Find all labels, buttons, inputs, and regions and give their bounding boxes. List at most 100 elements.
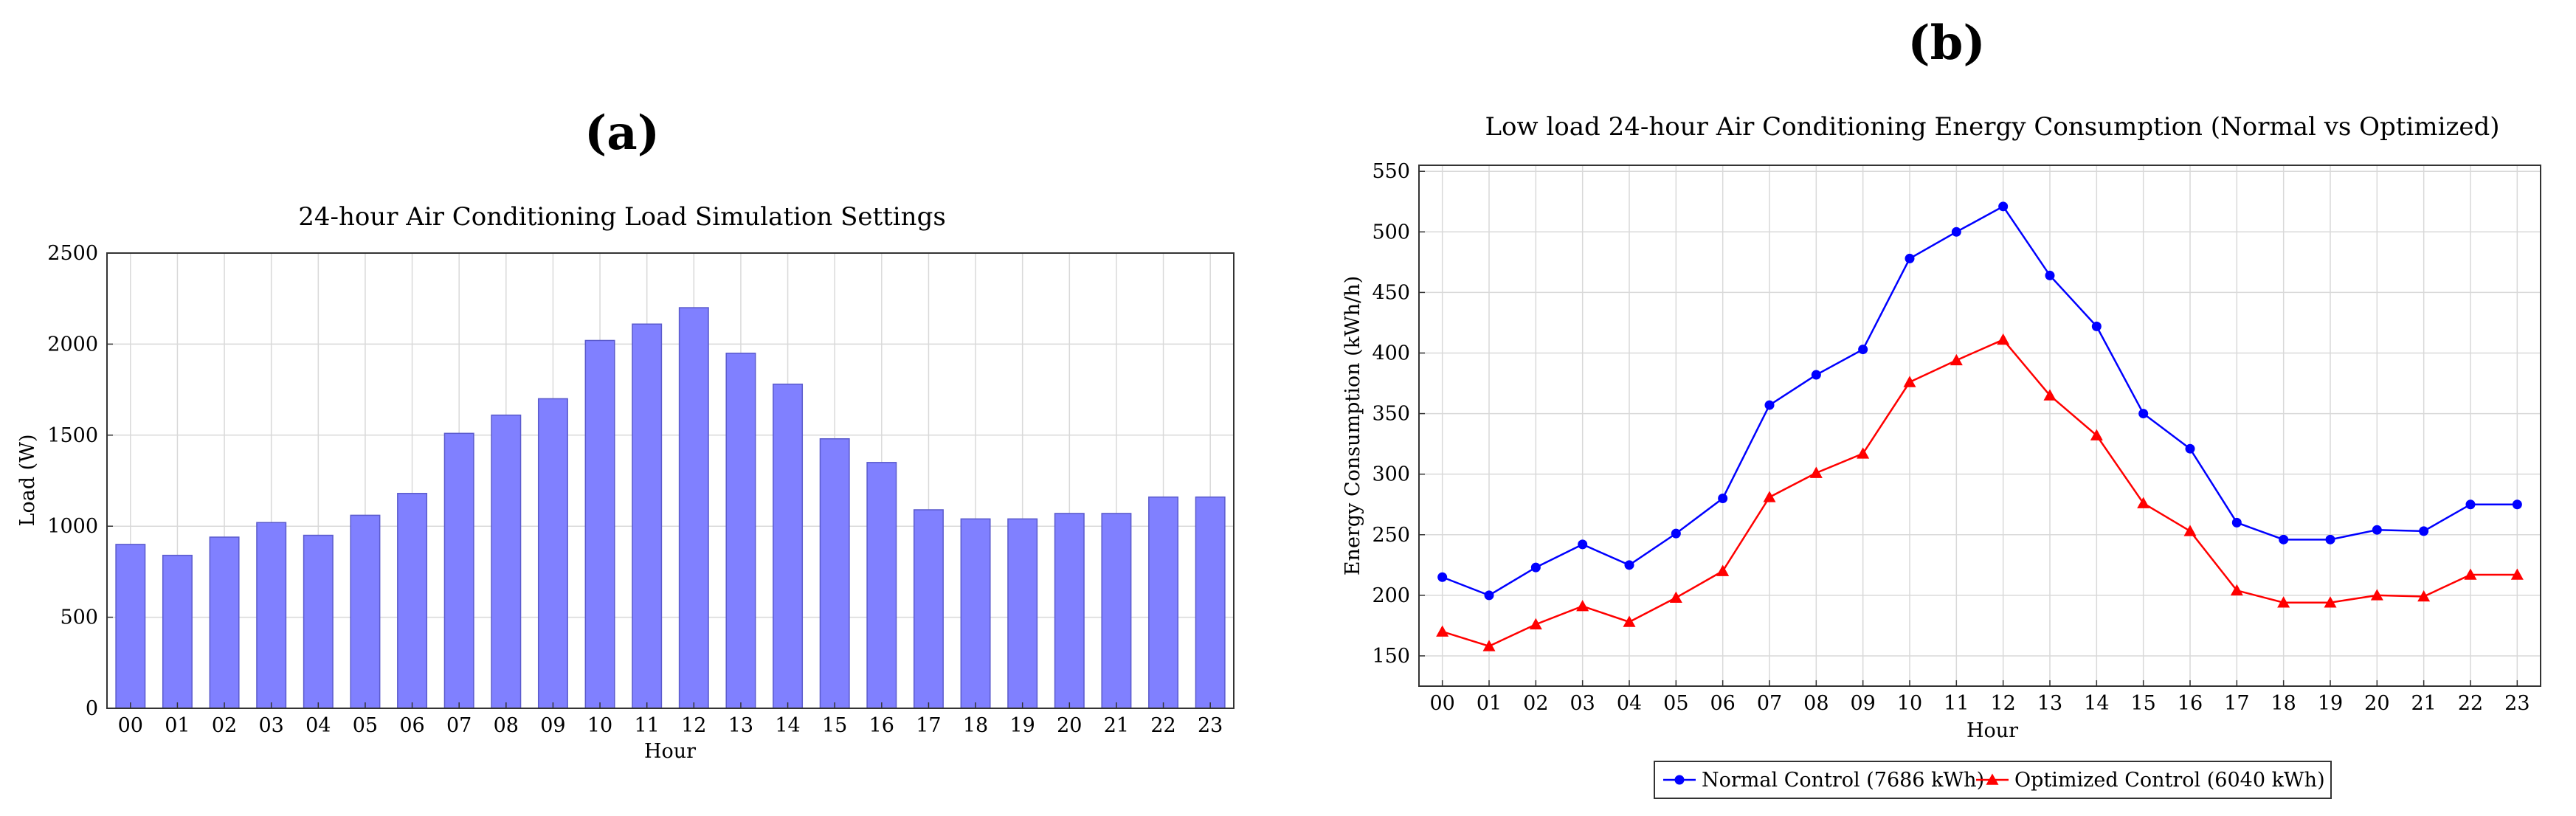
x-tick-label: 00 bbox=[118, 714, 143, 737]
data-point-19 bbox=[2325, 534, 2335, 544]
chart-b-x-axis-label: Hour bbox=[1966, 719, 2018, 742]
data-point-05 bbox=[1671, 528, 1681, 539]
data-point-01 bbox=[1484, 590, 1494, 601]
chart-b-plot-frame bbox=[1418, 165, 2541, 687]
bar-06 bbox=[397, 493, 428, 709]
x-tick-label: 18 bbox=[2271, 692, 2296, 715]
chart-b-title: Low load 24-hour Air Conditioning Energy… bbox=[1485, 112, 2499, 142]
chart-a-bars bbox=[115, 307, 1226, 709]
x-tick-label: 23 bbox=[2504, 692, 2530, 715]
data-point-12 bbox=[1997, 333, 2010, 345]
x-tick-label: 01 bbox=[1477, 692, 1502, 715]
bar-08 bbox=[491, 414, 522, 709]
bar-00 bbox=[115, 544, 146, 709]
data-point-20 bbox=[2372, 525, 2382, 535]
data-point-22 bbox=[2464, 568, 2477, 580]
x-tick-label: 21 bbox=[2411, 692, 2436, 715]
chart-b-y-ticks: 150 200 250 300 350 400 450 500 550 bbox=[1372, 160, 1425, 668]
x-tick-label: 20 bbox=[2364, 692, 2389, 715]
bar-23 bbox=[1195, 496, 1226, 709]
x-tick-label: 19 bbox=[2318, 692, 2343, 715]
x-tick-label: 00 bbox=[1429, 692, 1454, 715]
bar-11 bbox=[632, 323, 663, 709]
y-tick-label: 2500 bbox=[47, 242, 98, 265]
data-point-09 bbox=[1857, 447, 1870, 459]
data-point-15 bbox=[2137, 497, 2150, 508]
x-tick-label: 22 bbox=[2458, 692, 2483, 715]
x-tick-label: 10 bbox=[587, 714, 612, 737]
chart-a-title: 24-hour Air Conditioning Load Simulation… bbox=[298, 202, 946, 232]
bar-10 bbox=[584, 339, 615, 709]
x-tick-label: 12 bbox=[1990, 692, 2015, 715]
data-point-14 bbox=[2091, 321, 2102, 331]
bar-17 bbox=[913, 509, 944, 709]
x-tick-label: 11 bbox=[1944, 692, 1969, 715]
data-point-21 bbox=[2419, 526, 2429, 536]
data-point-10 bbox=[1903, 376, 1916, 387]
chart-a-plot-frame bbox=[106, 252, 1235, 709]
bar-03 bbox=[256, 522, 287, 709]
series-line bbox=[1442, 205, 2518, 597]
data-point-21 bbox=[2417, 590, 2431, 602]
x-tick-label: 04 bbox=[305, 714, 331, 737]
chart-b-x-ticks: 00 01 02 03 04 05 06 07 08 09 10 11 12 13 14 15 16 17 18 19… bbox=[1429, 680, 2530, 715]
y-tick-label: 1500 bbox=[47, 424, 98, 447]
x-tick-label: 15 bbox=[2130, 692, 2155, 715]
data-point-15 bbox=[2138, 409, 2149, 419]
x-tick-label: 02 bbox=[212, 714, 237, 737]
x-tick-label: 07 bbox=[446, 714, 472, 737]
data-point-19 bbox=[2324, 596, 2337, 608]
data-point-05 bbox=[1669, 591, 1682, 603]
x-tick-label: 15 bbox=[822, 714, 847, 737]
chart-b-grid bbox=[1419, 165, 2541, 686]
data-point-23 bbox=[2510, 568, 2524, 580]
data-point-00 bbox=[1437, 572, 1448, 582]
chart-a-x-ticks: 00 01 02 03 04 05 06 07 08 09 10 11 12 13 14 15 16 17 18 19… bbox=[118, 702, 1223, 737]
data-point-06 bbox=[1716, 564, 1730, 576]
bar-01 bbox=[162, 554, 193, 709]
legend-label: Normal Control (7686 kWh) bbox=[1702, 769, 1984, 792]
chart-b-lines bbox=[1436, 201, 2524, 651]
x-tick-label: 08 bbox=[494, 714, 519, 737]
x-tick-label: 20 bbox=[1057, 714, 1082, 737]
x-tick-label: 10 bbox=[1897, 692, 1922, 715]
bar-21 bbox=[1101, 513, 1132, 709]
y-tick-label: 550 bbox=[1372, 160, 1410, 183]
panel-label-a: (a) bbox=[584, 106, 660, 161]
bar-18 bbox=[960, 518, 991, 709]
x-tick-label: 19 bbox=[1010, 714, 1035, 737]
chart-b: (b) Low load 24-hour Air Conditioning En… bbox=[1341, 15, 2541, 799]
x-tick-label: 18 bbox=[963, 714, 988, 737]
data-point-18 bbox=[2279, 534, 2289, 544]
bar-05 bbox=[350, 514, 381, 709]
x-tick-label: 16 bbox=[2178, 692, 2203, 715]
data-point-08 bbox=[1811, 370, 1821, 380]
bar-22 bbox=[1148, 496, 1179, 709]
bar-15 bbox=[819, 438, 850, 709]
x-tick-label: 17 bbox=[916, 714, 941, 737]
x-tick-label: 13 bbox=[2037, 692, 2062, 715]
y-tick-label: 1000 bbox=[47, 515, 98, 538]
y-tick-label: 500 bbox=[1372, 221, 1410, 243]
bar-07 bbox=[443, 432, 474, 709]
bar-09 bbox=[537, 398, 568, 709]
data-point-01 bbox=[1482, 640, 1496, 651]
data-point-07 bbox=[1763, 491, 1776, 502]
y-tick-label: 450 bbox=[1372, 281, 1410, 304]
series-optimized-control bbox=[1436, 333, 2524, 651]
x-tick-label: 22 bbox=[1150, 714, 1175, 737]
data-point-09 bbox=[1858, 345, 1868, 355]
data-point-04 bbox=[1624, 560, 1634, 570]
x-tick-label: 13 bbox=[728, 714, 753, 737]
y-tick-label: 200 bbox=[1372, 584, 1410, 607]
data-point-16 bbox=[2185, 443, 2195, 454]
bar-13 bbox=[725, 352, 756, 709]
data-point-03 bbox=[1578, 539, 1588, 550]
x-tick-label: 08 bbox=[1803, 692, 1829, 715]
data-point-23 bbox=[2512, 499, 2522, 510]
series-line bbox=[1442, 338, 2518, 648]
x-tick-label: 17 bbox=[2224, 692, 2249, 715]
x-tick-label: 04 bbox=[1617, 692, 1642, 715]
data-point-13 bbox=[2045, 270, 2055, 280]
data-point-18 bbox=[2277, 596, 2290, 608]
